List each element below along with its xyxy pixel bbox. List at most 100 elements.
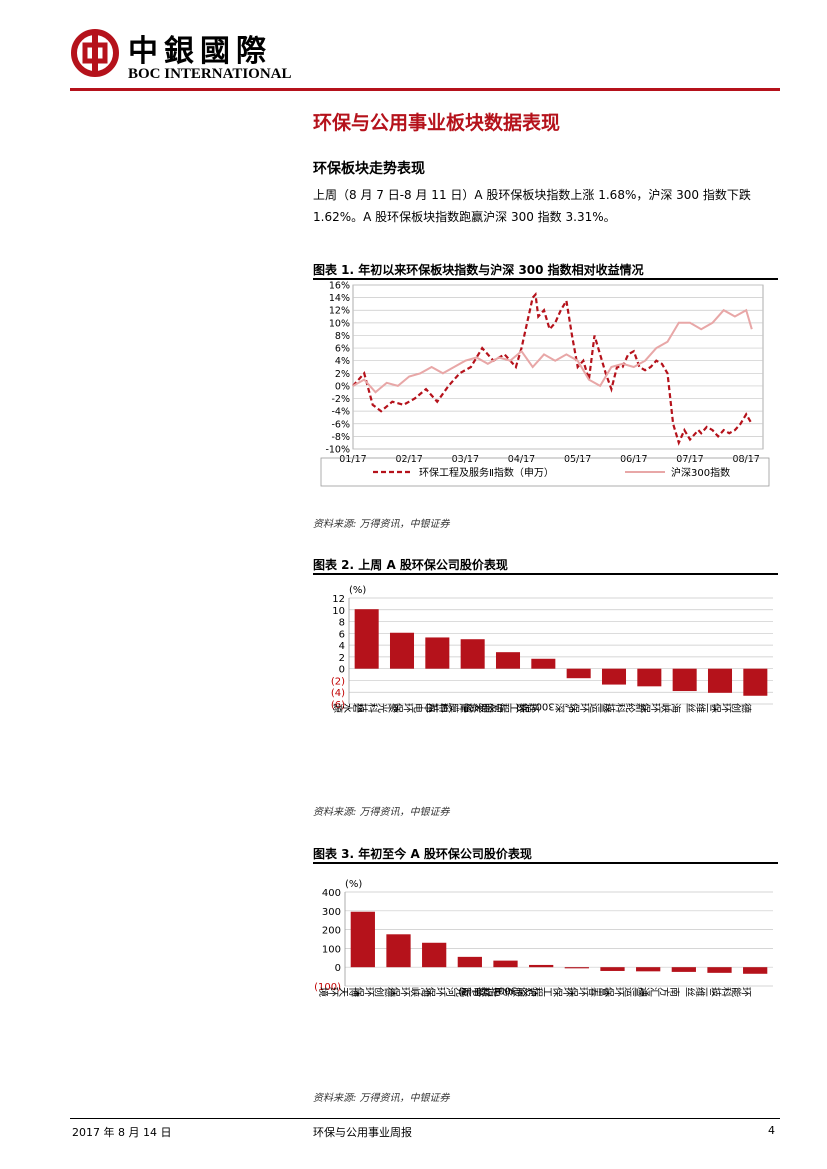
chart2-y-tick-label: (6) xyxy=(331,700,345,711)
chart2-bar xyxy=(637,668,662,687)
subsection-title: 环保板块走势表现 xyxy=(313,161,425,177)
chart1-legend-label: 环保工程及服务Ⅱ指数（申万） xyxy=(419,466,554,479)
chart2-y-tick-label: (2) xyxy=(331,676,345,687)
boc-logo-icon xyxy=(71,29,119,77)
chart2-y-tick-label: 2 xyxy=(339,653,345,664)
chart3-bar xyxy=(707,967,732,973)
chart2-y-tick-label: 0 xyxy=(339,665,345,676)
chart3-bar xyxy=(743,967,768,974)
chart3-category-label: 德创环保 xyxy=(354,985,396,997)
chart1-x-tick-label: 03/17 xyxy=(452,454,479,465)
chart3-category-label: 沪深300指数 xyxy=(477,985,538,997)
chart1-x-tick-label: 01/17 xyxy=(339,454,366,465)
chart2-category-label: 中电环保 xyxy=(393,701,435,713)
chart3-category-label: 海峡环保 xyxy=(389,985,431,997)
chart3-category-label: 环保工程及服务Ⅱ（申万） xyxy=(452,985,573,997)
figure2-rule xyxy=(313,573,778,575)
chart1-y-tick-label: -10% xyxy=(325,445,350,456)
chart3-bar xyxy=(386,934,411,968)
summary-paragraph: 上周（8 月 7 日-8 月 11 日）A 股环保板块指数上涨 1.68%，沪深… xyxy=(313,188,751,224)
figure3-title: 图表 3. 年初至今 A 股环保公司股价表现 xyxy=(313,847,532,861)
chart2-bar xyxy=(354,609,379,669)
chart2-category-label: 环保工程及服务Ⅱ（申万） xyxy=(418,701,539,713)
brand-name-en: BOC INTERNATIONAL xyxy=(128,66,292,82)
figure1-title: 图表 1. 年初以来环保板块指数与沪深 300 指数相对收益情况 xyxy=(313,263,644,277)
chart1-y-tick-label: 6% xyxy=(335,344,350,355)
chart2-category-label: 海峡环保 xyxy=(640,701,682,713)
chart2-category-label: 德创环保 xyxy=(711,701,753,713)
chart1-y-tick-label: 14% xyxy=(329,293,350,304)
chart2-category-label: 沪深300指数 xyxy=(515,701,576,713)
chart3-bar xyxy=(350,911,375,968)
chart1-series-csi300 xyxy=(352,308,753,394)
chart2-y-tick-label: 8 xyxy=(339,618,345,629)
chart2-bar xyxy=(601,668,627,685)
chart3-bar xyxy=(493,960,518,968)
chart2-bar xyxy=(672,668,697,692)
figure3-source: 资料来源: 万得资讯，中银证券 xyxy=(313,1093,450,1104)
chart2-category-label: 三维丝 xyxy=(686,701,716,713)
chart2-category-label: 聚光科技 xyxy=(357,701,398,713)
footer-date: 2017 年 8 月 14 日 xyxy=(72,1126,172,1139)
chart1-legend-label: 沪深300指数 xyxy=(671,466,730,479)
chart2-bar xyxy=(495,652,521,669)
chart2-y-tick-label: 4 xyxy=(339,641,345,652)
chart3-unit-label: (%) xyxy=(345,879,362,890)
chart3-category-label: 盛运环保 xyxy=(603,985,645,997)
chart3-bar xyxy=(457,956,482,968)
chart2-bar xyxy=(743,668,768,696)
section-title: 环保与公用事业板块数据表现 xyxy=(313,112,561,134)
chart1-y-tick-label: 0% xyxy=(335,381,350,392)
header-divider xyxy=(70,88,780,91)
chart3-category-label: 三维丝 xyxy=(686,985,716,997)
chart2-category-label: 碧水源 xyxy=(332,701,363,713)
figure2-source: 资料来源: 万得资讯，中银证券 xyxy=(313,807,450,818)
chart3-category-label: 博天环境 xyxy=(318,985,360,997)
chart1-x-tick-label: 07/17 xyxy=(676,454,703,465)
chart1-x-tick-label: 02/17 xyxy=(395,454,422,465)
chart2-category-label: 津膜科技 xyxy=(428,701,469,713)
chart2-bar-chart: (%) 121086420(2)(4)(6)碧水源聚光科技中电环保津膜科技中国天楹… xyxy=(331,585,773,713)
chart1-plot-frame xyxy=(352,284,764,450)
chart2-category-label: 盛运环保 xyxy=(569,701,611,713)
chart1-y-tick-label: -8% xyxy=(332,432,351,443)
chart3-y-tick-label: 300 xyxy=(322,907,341,918)
chart1-x-tick-label: 06/17 xyxy=(620,454,647,465)
chart1-x-tick-label: 05/17 xyxy=(564,454,591,465)
brand-name-cn: 中銀國際 xyxy=(128,34,272,69)
chart2-y-tick-label: 10 xyxy=(332,606,345,617)
chart2-unit-label: (%) xyxy=(349,585,366,596)
chart2-category-label: 中国天楹 xyxy=(463,701,505,713)
chart3-category-label: 富春环保 xyxy=(568,985,610,997)
chart3-y-tick-label: 100 xyxy=(322,944,341,955)
chart2-bar xyxy=(707,668,733,693)
chart1-x-tick-label: 08/17 xyxy=(732,454,759,465)
footer-report-name: 环保与公用事业周报 xyxy=(313,1126,412,1139)
figure2-title: 图表 2. 上周 A 股环保公司股价表现 xyxy=(313,558,508,572)
chart3-category-label: 中材节能 xyxy=(461,985,503,997)
chart2-y-tick-label: 6 xyxy=(339,629,345,640)
chart1-y-tick-label: 8% xyxy=(335,331,350,342)
chart3-category-label: 先河环保 xyxy=(425,985,466,997)
chart3-y-tick-label: 0 xyxy=(335,963,341,974)
chart1-series-env-index xyxy=(352,291,753,446)
chart3-bar xyxy=(422,942,447,968)
chart2-bar xyxy=(566,668,591,679)
chart3-bar xyxy=(600,967,625,971)
chart3-category-label: 环能科技 xyxy=(710,985,751,997)
chart1-y-tick-label: 12% xyxy=(329,306,350,317)
chart3-bar xyxy=(671,967,696,972)
chart1-y-tick-label: -2% xyxy=(332,394,351,405)
chart1-y-tick-label: 16% xyxy=(329,281,350,292)
chart1-legend-box xyxy=(320,457,770,487)
chart3-y-tick-label: 200 xyxy=(322,926,341,937)
chart3-y-tick-label: (100) xyxy=(314,982,341,993)
chart3-y-tick-label: 400 xyxy=(322,888,341,899)
chart1-line-chart: 16%14% 12%10% 8% 6%4% 2%0% -2% -4%-6% -8% -10%01… xyxy=(320,281,770,487)
chart2-y-tick-label: 12 xyxy=(332,594,345,605)
chart1-y-tick-label: 10% xyxy=(329,318,350,329)
chart3-bar-chart: (%) 400 300 200 100 0 (100)博天环境德创环保海峡环保先河环保中材节… xyxy=(314,879,773,997)
chart2-bar xyxy=(425,637,450,669)
chart3-bar xyxy=(636,967,661,972)
chart1-y-tick-label: -4% xyxy=(332,407,351,418)
